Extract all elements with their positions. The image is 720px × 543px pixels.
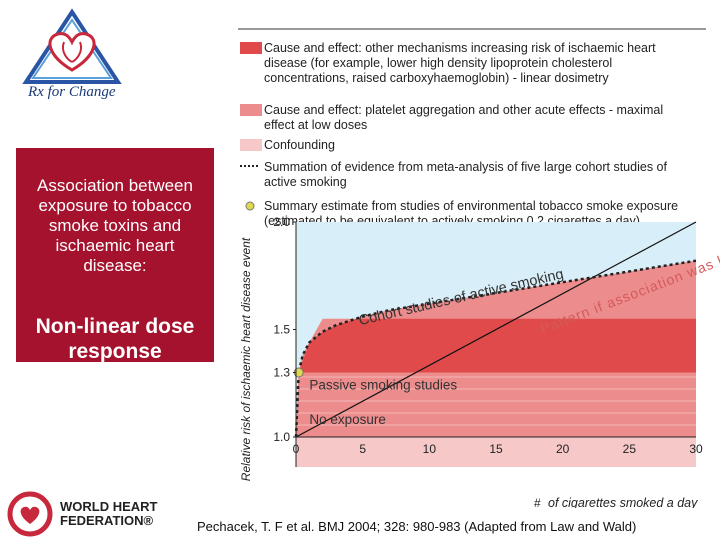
y-tick-label: 1.5	[273, 323, 290, 337]
x-axis-label-hash: #	[534, 496, 541, 508]
region-cause-platelet	[296, 260, 696, 467]
citation: Pechacek, T. F et al. BMJ 2004; 328: 980…	[197, 519, 637, 534]
x-tick-label: 30	[689, 442, 703, 456]
legend-text: Summation of evidence from meta-analysis…	[264, 160, 667, 189]
slide-subtitle: Non-linear dose response	[35, 315, 195, 363]
legend-text: Cause and effect: other mechanisms incre…	[264, 41, 656, 85]
chart: Cause and effect: other mechanisms incre…	[238, 28, 720, 508]
x-tick-label: 20	[556, 442, 570, 456]
x-axis-label: of cigarettes smoked a day	[548, 496, 698, 508]
legend-text: Confounding	[264, 138, 335, 152]
x-tick-label: 25	[623, 442, 637, 456]
y-tick-label: 1.0	[273, 430, 290, 444]
y-tick-label: 2.0	[273, 215, 290, 229]
legend-point-swatch	[245, 201, 255, 211]
x-tick-label: 10	[423, 442, 437, 456]
plot-area: 1.0 1.3 1.5 2.0 0 5 10 15 20 25 30 Relative risk of…	[239, 215, 720, 508]
slide-title: Association between exposure to tobacco …	[37, 176, 193, 275]
no-exposure-label: No exposure	[309, 412, 386, 427]
whf-line1: WORLD HEART	[60, 499, 158, 514]
world-heart-federation-logo	[6, 490, 206, 538]
legend-text: Cause and effect: platelet aggregation a…	[264, 103, 663, 132]
title-box: Association between exposure to tobacco …	[16, 148, 214, 363]
whf-name: WORLD HEART FEDERATION®	[60, 500, 158, 528]
legend: Cause and effect: other mechanisms incre…	[240, 41, 678, 228]
legend-swatch-cause_platelet	[240, 104, 262, 116]
y-axis-label: Relative risk of ischaemic heart disease…	[239, 237, 253, 481]
cohort-series-line	[294, 259, 697, 438]
region-confounding	[296, 437, 696, 467]
rx-for-change-logo: Rx for Change	[14, 8, 134, 108]
whf-line2: FEDERATION®	[60, 513, 154, 528]
rx-for-change-heart-logo-icon	[22, 8, 122, 84]
passive-region-label: Passive smoking studies	[309, 378, 457, 393]
rx-logo-text: Rx for Change	[28, 84, 116, 100]
y-tick-label: 1.3	[273, 366, 290, 380]
legend-swatch-confounding	[240, 139, 262, 151]
linear-reference-line	[295, 221, 697, 438]
x-tick-label: 15	[489, 442, 503, 456]
world-heart-federation-logo-icon	[7, 491, 53, 537]
x-tick-label: 5	[359, 442, 366, 456]
legend-swatch-cause_dark	[240, 42, 262, 54]
x-tick-label: 0	[293, 442, 300, 456]
